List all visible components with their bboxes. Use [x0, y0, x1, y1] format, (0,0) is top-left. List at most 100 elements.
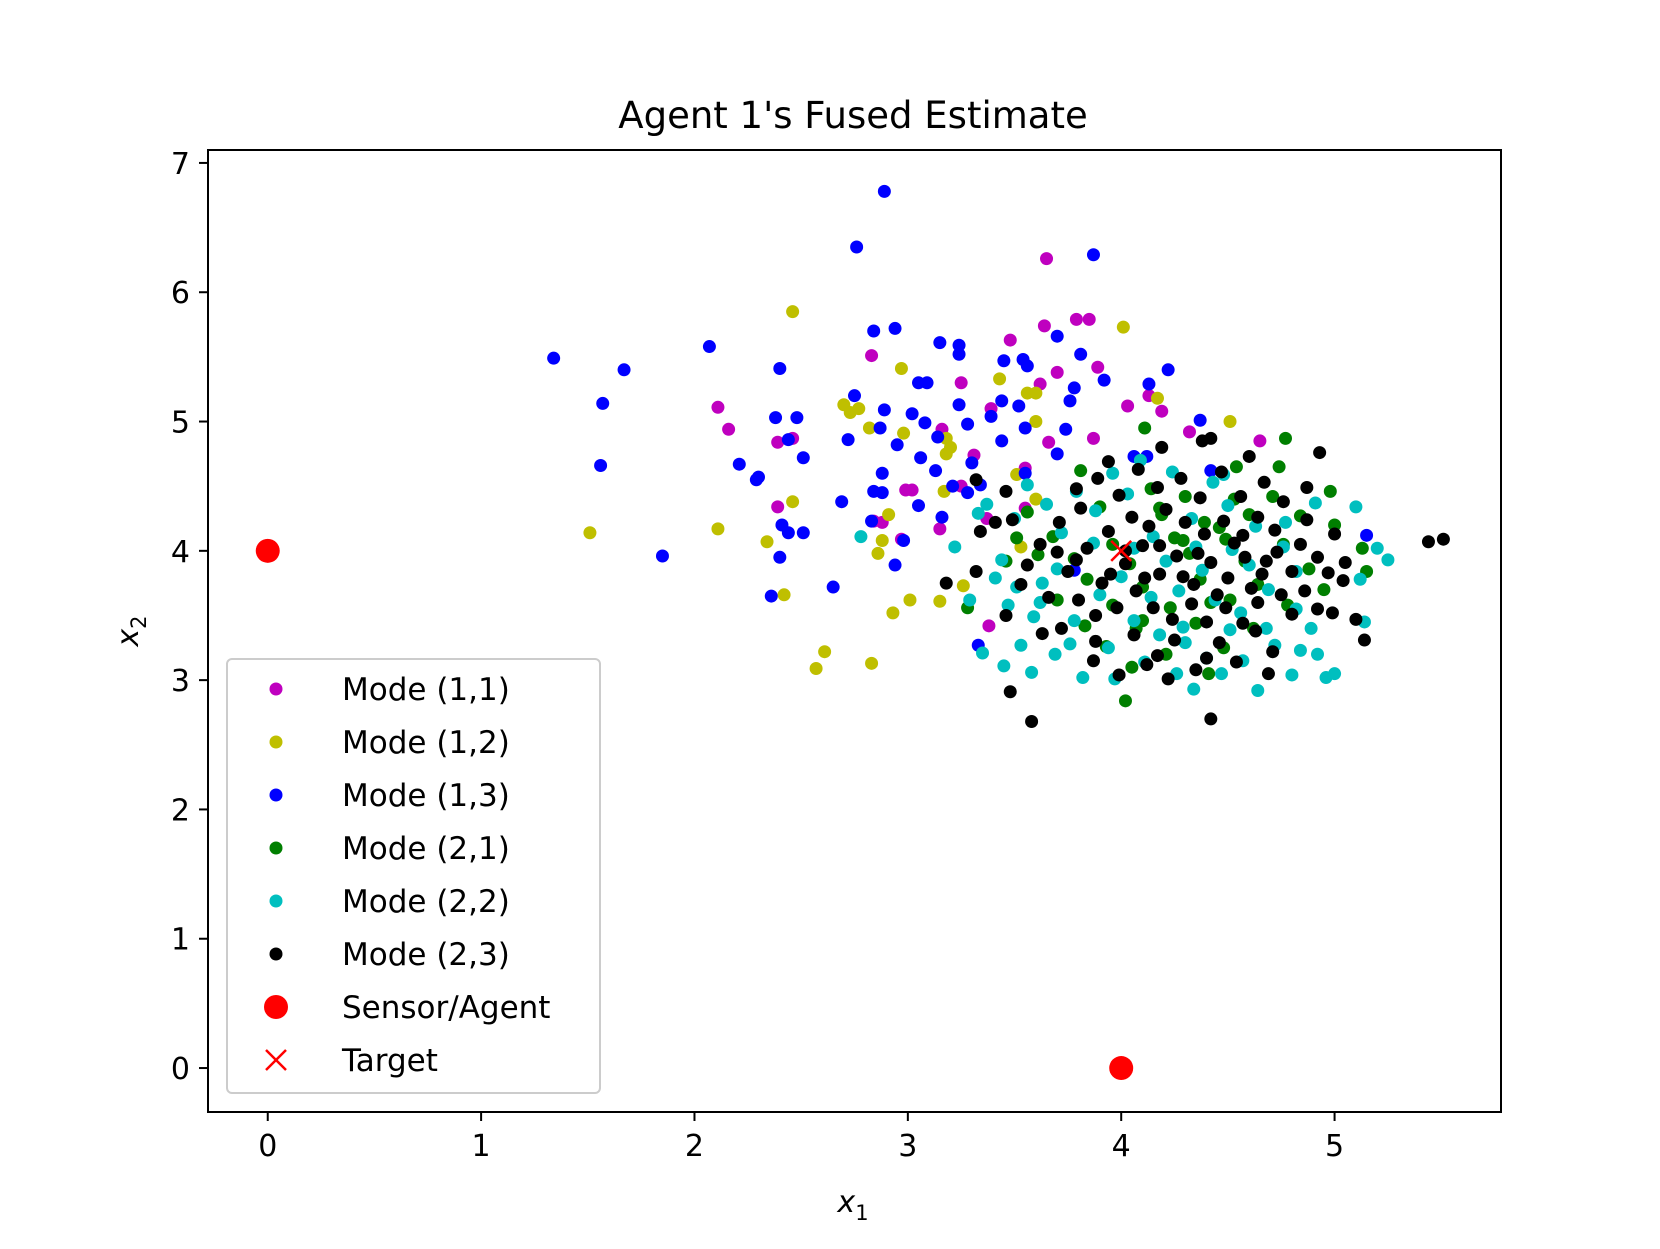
point-mode-1-3 [781, 526, 795, 540]
point-mode-2-1 [1328, 518, 1342, 532]
point-mode-2-2 [1259, 621, 1273, 635]
point-mode-1-3 [1067, 381, 1081, 395]
point-mode-1-1 [1050, 365, 1064, 379]
point-mode-2-2 [1311, 647, 1325, 661]
point-mode-1-3 [1018, 466, 1032, 480]
y-axis-label-subscript: 2 [127, 615, 151, 628]
point-mode-2-3 [1025, 715, 1039, 729]
point-mode-2-3 [1140, 658, 1154, 672]
point-mode-2-3 [1436, 532, 1450, 546]
point-mode-2-2 [1014, 638, 1028, 652]
point-mode-2-2 [1353, 572, 1367, 586]
point-mode-2-2 [1027, 610, 1041, 624]
point-mode-1-3 [1063, 394, 1077, 408]
point-mode-2-3 [1131, 462, 1145, 476]
point-mode-2-1 [1197, 515, 1211, 529]
point-mode-2-3 [1089, 608, 1103, 622]
point-mode-2-3 [1153, 567, 1167, 581]
legend-marker [269, 841, 283, 855]
point-mode-1-3 [1161, 363, 1175, 377]
point-mode-1-3 [952, 347, 966, 361]
point-mode-1-3 [952, 338, 966, 352]
point-mode-2-1 [1229, 460, 1243, 474]
y-tick-label: 1 [171, 923, 190, 958]
point-mode-2-3 [1311, 602, 1325, 616]
point-mode-2-2 [980, 497, 994, 511]
point-mode-2-3 [988, 515, 1002, 529]
x-axis-ticks: 0 1 2 3 4 5 [258, 1112, 1344, 1164]
point-mode-2-2 [1214, 667, 1228, 681]
point-mode-2-3 [1357, 633, 1371, 647]
y-tick-label: 3 [171, 664, 190, 699]
point-mode-2-3 [1005, 513, 1019, 527]
point-mode-2-3 [1191, 546, 1205, 560]
point-mode-2-3 [1214, 465, 1228, 479]
point-mode-2-2 [1089, 504, 1103, 518]
legend-label: Mode (2,3) [342, 937, 510, 973]
point-mode-2-3 [1421, 535, 1435, 549]
point-mode-1-3 [769, 411, 783, 425]
point-mode-2-1 [1202, 667, 1216, 681]
point-mode-2-2 [1076, 671, 1090, 685]
x-tick-label: 3 [898, 1129, 917, 1164]
point-mode-2-1 [1010, 531, 1024, 545]
point-mode-2-3 [1136, 539, 1150, 553]
point-mode-2-3 [1014, 577, 1028, 591]
point-mode-2-2 [988, 571, 1002, 585]
y-tick-label: 6 [171, 276, 190, 311]
legend-marker-target [265, 1049, 287, 1071]
point-mode-1-3 [875, 486, 889, 500]
point-mode-1-3 [929, 464, 943, 478]
point-mode-2-3 [1170, 549, 1184, 563]
point-mode-2-3 [1328, 527, 1342, 541]
point-mode-1-2 [894, 362, 908, 376]
point-mode-2-3 [1112, 488, 1126, 502]
point-mode-2-2 [1067, 614, 1081, 628]
point-mode-2-3 [1266, 645, 1280, 659]
point-mode-1-3 [1204, 464, 1218, 478]
point-mode-2-3 [1050, 545, 1064, 559]
point-mode-1-2 [1223, 415, 1237, 429]
legend: Mode (1,1) Mode (1,2) Mode (1,3) Mode (2,1)… [226, 658, 601, 1094]
point-mode-1-3 [877, 184, 891, 198]
point-mode-2-3 [1165, 612, 1179, 626]
point-mode-2-3 [1187, 577, 1201, 591]
point-mode-1-2 [865, 656, 879, 670]
point-mode-2-2 [1178, 636, 1192, 650]
y-tick-label: 2 [171, 793, 190, 828]
point-mode-1-3 [931, 430, 945, 444]
point-mode-2-3 [1080, 541, 1094, 555]
point-mode-1-3 [1097, 373, 1111, 387]
point-mode-2-3 [1285, 607, 1299, 621]
point-mode-1-3 [952, 398, 966, 412]
legend-label: Mode (1,2) [342, 725, 510, 761]
legend-marker [269, 894, 283, 908]
y-axis-ticks: 0 1 2 3 4 5 6 7 [171, 147, 208, 1087]
point-mode-2-3 [1298, 584, 1312, 598]
point-mode-2-3 [1338, 555, 1352, 569]
point-mode-2-2 [997, 659, 1011, 673]
point-mode-2-3 [1086, 654, 1100, 668]
point-mode-2-3 [999, 608, 1013, 622]
point-mode-2-3 [1089, 634, 1103, 648]
point-mode-1-3 [920, 376, 934, 390]
x-axis-label-main: x [836, 1185, 855, 1220]
point-mode-1-1 [1086, 431, 1100, 445]
point-mode-1-2 [1029, 386, 1043, 400]
x-tick-label: 2 [685, 1129, 704, 1164]
point-mode-1-1 [933, 522, 947, 536]
point-mode-2-3 [1042, 590, 1056, 604]
point-mode-2-3 [1349, 612, 1363, 626]
point-mode-2-3 [1101, 524, 1115, 538]
point-mode-1-1 [722, 422, 736, 436]
point-mode-2-3 [1325, 606, 1339, 620]
point-mode-1-3 [933, 336, 947, 350]
point-mode-2-1 [1106, 537, 1120, 551]
point-mode-2-3 [1336, 574, 1350, 588]
point-mode-2-3 [1293, 537, 1307, 551]
point-mode-2-2 [1234, 606, 1248, 620]
point-mode-2-3 [1020, 558, 1034, 572]
point-mode-2-2 [1349, 500, 1363, 514]
